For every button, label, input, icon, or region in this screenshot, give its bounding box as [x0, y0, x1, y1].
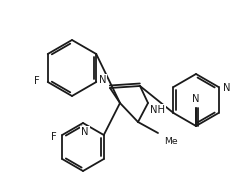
Text: F: F [51, 132, 57, 142]
Text: N: N [81, 127, 89, 137]
Text: Me: Me [164, 137, 178, 146]
Text: F: F [34, 76, 40, 86]
Text: NH: NH [150, 105, 165, 115]
Text: N: N [192, 94, 200, 104]
Text: N: N [99, 75, 106, 85]
Text: N: N [223, 83, 230, 93]
